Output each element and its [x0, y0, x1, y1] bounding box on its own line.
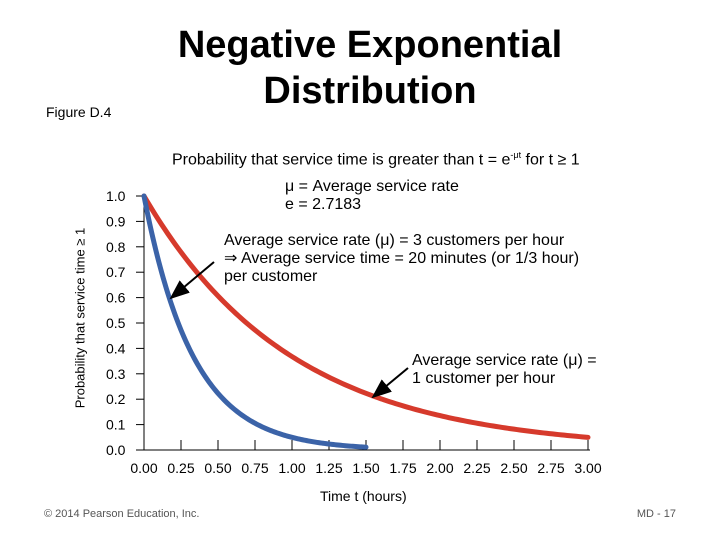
x-tick-label: 0.25: [167, 460, 194, 476]
chart-title-suffix: for t ≥ 1: [521, 151, 580, 169]
x-tick-label: 1.00: [278, 460, 305, 476]
chart-title: Probability that service time is greater…: [172, 150, 580, 169]
x-tick-label: 1.75: [389, 460, 416, 476]
chart-title-text: Probability that service time is greater…: [172, 151, 511, 169]
page-title: Negative Exponential Distribution: [177, 24, 563, 112]
legend-note-line2: e = 2.7183: [285, 196, 362, 213]
arrow-mu1: [371, 367, 409, 399]
x-tick-label: 0.50: [204, 460, 231, 476]
annotation-mu1: Average service rate (μ) = 1 customer pe…: [412, 352, 597, 388]
y-tick-label: 0.1: [106, 417, 126, 433]
annotation-mu3-line2: ⇒ Average service time = 20 minutes (or …: [224, 250, 580, 267]
x-tick-label: 1.25: [315, 460, 342, 476]
legend-note-line1: μ = Average service rate: [285, 178, 459, 195]
copyright: © 2014 Pearson Education, Inc.: [44, 508, 200, 520]
chart-title-superscript: -μt: [510, 150, 522, 160]
y-tick-label: 0.0: [106, 442, 126, 458]
arrow-mu3: [169, 261, 215, 300]
x-tick-label: 3.00: [574, 460, 601, 476]
y-tick-label: 1.0: [106, 188, 126, 204]
annotation-mu1-line1: Average service rate (μ) =: [412, 352, 597, 369]
x-axis-label: Time t (hours): [320, 488, 407, 504]
legend-note: μ = Average service rate e = 2.7183: [285, 178, 459, 214]
figure-label: Figure D.4: [46, 104, 112, 120]
x-tick-label: 0.00: [130, 460, 157, 476]
y-tick-label: 0.8: [106, 239, 126, 255]
y-tick-label: 0.3: [106, 366, 126, 382]
y-tick-label: 0.7: [106, 264, 126, 280]
annotation-mu1-line2: 1 customer per hour: [412, 370, 556, 387]
x-tick-label: 2.25: [463, 460, 490, 476]
x-tick-label: 2.75: [537, 460, 564, 476]
x-tick-label: 2.00: [426, 460, 453, 476]
page-number: MD - 17: [636, 508, 676, 520]
x-tick-label: 0.75: [241, 460, 268, 476]
y-tick-label: 0.5: [106, 315, 126, 331]
annotation-mu3-line1: Average service rate (μ) = 3 customers p…: [224, 232, 565, 249]
y-tick-label: 0.9: [106, 213, 126, 229]
x-tick-label: 1.50: [352, 460, 379, 476]
y-tick-label: 0.6: [106, 290, 126, 306]
series-line-mu1: [141, 193, 591, 440]
y-tick-label: 0.2: [106, 391, 126, 407]
x-tick-label: 2.50: [500, 460, 527, 476]
series-line-mu3: [141, 193, 369, 450]
y-tick-label: 0.4: [106, 340, 126, 356]
annotation-mu3: Average service rate (μ) = 3 customers p…: [224, 232, 579, 286]
annotation-mu3-line3: per customer: [224, 268, 318, 285]
